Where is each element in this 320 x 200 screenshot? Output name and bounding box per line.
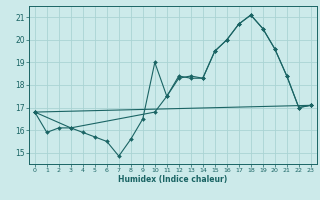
X-axis label: Humidex (Indice chaleur): Humidex (Indice chaleur)	[118, 175, 228, 184]
